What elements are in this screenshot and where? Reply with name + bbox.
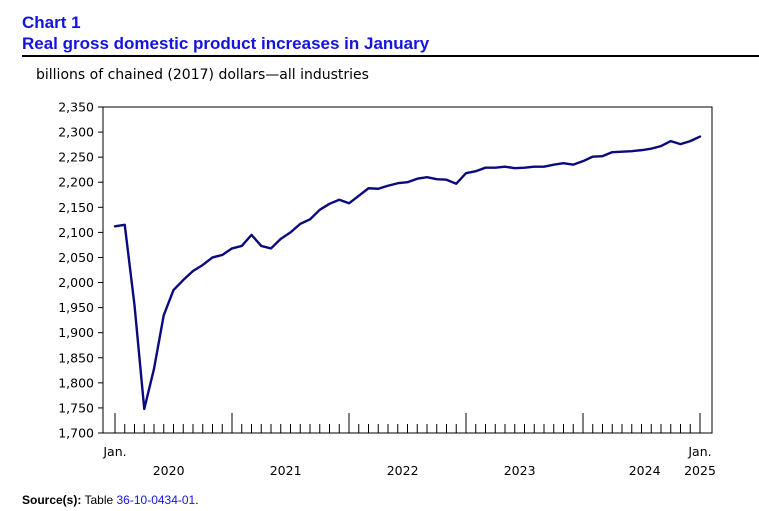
gdp-data-point (582, 160, 584, 162)
gdp-data-point (250, 234, 252, 236)
x-year-label: 2020 (153, 463, 185, 478)
gdp-data-point (475, 170, 477, 172)
gdp-data-point (445, 179, 447, 181)
gdp-data-point (202, 264, 204, 266)
gdp-data-point (621, 150, 623, 152)
gdp-data-point (377, 188, 379, 190)
title-divider (22, 55, 759, 57)
gdp-data-point (436, 178, 438, 180)
source-text: Table (84, 493, 114, 507)
gdp-data-point (572, 163, 574, 165)
chart-title-block: Chart 1 Real gross domestic product incr… (22, 12, 429, 54)
x-start-month-label: Jan. (102, 444, 126, 459)
gdp-data-point (640, 149, 642, 151)
gdp-data-point (387, 185, 389, 187)
y-tick-label: 2,350 (58, 100, 94, 115)
y-tick-label: 1,700 (58, 426, 94, 441)
gdp-data-point (211, 256, 213, 258)
gdp-data-point (689, 140, 691, 142)
gdp-data-point (319, 209, 321, 211)
y-tick-label: 2,100 (58, 225, 94, 240)
gdp-data-point (299, 223, 301, 225)
gdp-data-point (523, 166, 525, 168)
y-tick-label: 2,200 (58, 175, 94, 190)
source-suffix: . (195, 493, 199, 507)
gdp-data-point (543, 165, 545, 167)
gdp-data-point (455, 183, 457, 185)
gdp-data-point (670, 140, 672, 142)
gdp-data-point (358, 195, 360, 197)
gdp-data-point (133, 304, 135, 306)
gdp-data-point (699, 135, 701, 137)
gdp-data-point (514, 167, 516, 169)
gdp-data-point (163, 314, 165, 316)
gdp-data-point (241, 245, 243, 247)
y-tick-label: 1,850 (58, 350, 94, 365)
gdp-data-point (679, 143, 681, 145)
gdp-data-point (611, 151, 613, 153)
gdp-data-point (114, 225, 116, 227)
x-year-label: 2025 (684, 463, 716, 478)
gdp-data-point (143, 408, 145, 410)
gdp-data-point (153, 368, 155, 370)
gdp-data-point (465, 172, 467, 174)
gdp-data-point (172, 289, 174, 291)
y-tick-label: 2,000 (58, 275, 94, 290)
gdp-data-point (367, 187, 369, 189)
gdp-data-point (601, 155, 603, 157)
y-tick-label: 1,800 (58, 375, 94, 390)
y-tick-label: 2,050 (58, 250, 94, 265)
gdp-data-point (231, 247, 233, 249)
chart-number: Chart 1 (22, 13, 81, 32)
y-tick-label: 2,250 (58, 150, 94, 165)
gdp-data-point (406, 181, 408, 183)
gdp-data-point (182, 279, 184, 281)
x-year-label: 2023 (504, 463, 536, 478)
y-tick-label: 1,950 (58, 300, 94, 315)
gdp-data-point (553, 163, 555, 165)
gdp-data-point (650, 147, 652, 149)
gdp-data-point (484, 166, 486, 168)
source-table-link[interactable]: 36-10-0434-01 (116, 493, 196, 507)
gdp-data-point (494, 166, 496, 168)
y-axis-unit-label: billions of chained (2017) dollars—all i… (36, 67, 369, 83)
gdp-data-point (221, 254, 223, 256)
chart-title: Real gross domestic product increases in… (22, 34, 430, 53)
gdp-data-point (280, 238, 282, 240)
gdp-data-point (124, 224, 126, 226)
gdp-data-point (309, 218, 311, 220)
gdp-data-point (192, 270, 194, 272)
gdp-data-point (660, 145, 662, 147)
y-tick-label: 2,300 (58, 125, 94, 140)
gdp-data-point (328, 203, 330, 205)
source-label: Source(s): (22, 493, 82, 507)
gdp-data-point (631, 150, 633, 152)
gdp-data-point (562, 162, 564, 164)
gdp-data-point (270, 247, 272, 249)
gdp-series-line (113, 135, 702, 411)
line-chart: 1,700 1,750 1,800 1,850 1,900 1,950 2,000 2,050… (58, 100, 716, 479)
y-tick-label: 1,900 (58, 325, 94, 340)
gdp-data-point (592, 155, 594, 157)
gdp-data-point (416, 178, 418, 180)
x-year-label: 2022 (387, 463, 419, 478)
x-year-label: 2024 (629, 463, 661, 478)
gdp-data-point (289, 231, 291, 233)
y-tick-label: 2,150 (58, 200, 94, 215)
x-end-month-label: Jan. (687, 444, 711, 459)
gdp-data-point (426, 176, 428, 178)
gdp-data-point (533, 165, 535, 167)
source-note: Source(s): Table 36-10-0434-01. (22, 493, 199, 507)
gdp-data-point (348, 202, 350, 204)
gdp-data-point (260, 245, 262, 247)
gdp-data-point (397, 182, 399, 184)
gdp-data-point (338, 199, 340, 201)
y-tick-label: 1,750 (58, 400, 94, 415)
gdp-data-point (504, 165, 506, 167)
x-year-label: 2021 (270, 463, 302, 478)
